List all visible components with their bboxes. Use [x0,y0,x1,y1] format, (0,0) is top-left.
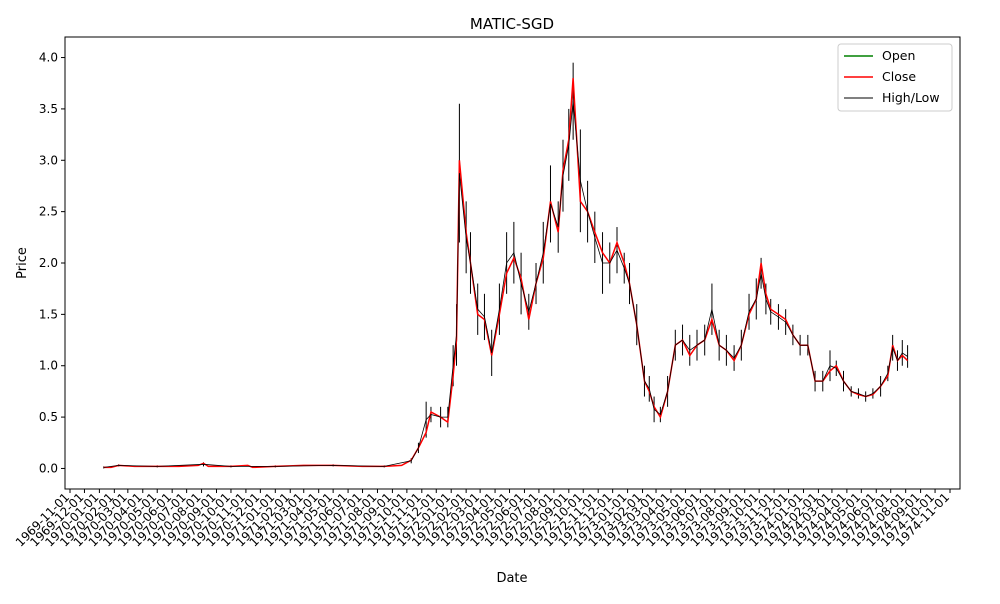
legend-label: Close [882,69,916,84]
y-tick-label: 1.5 [39,307,58,321]
y-tick-label: 0.5 [39,410,58,424]
legend: Open Close High/Low [837,43,953,112]
chart-title: MATIC-SGD [470,15,554,33]
plot-frame [64,36,961,490]
series-layer [103,62,909,469]
x-axis-label: Date [496,571,527,586]
y-tick-label: 4.0 [39,51,58,65]
y-tick-label: 0.0 [39,461,58,475]
y-tick-label: 2.0 [39,256,58,270]
y-tick-label: 2.5 [39,205,58,219]
legend-label: High/Low [882,90,940,105]
y-tick-label: 3.5 [39,102,58,116]
legend-box [837,43,953,112]
x-axis: 1969-11-011969-12-011970-01-011970-02-01… [13,489,952,549]
y-tick-label: 3.0 [39,153,58,167]
legend-label: Open [882,48,915,63]
plot-area [64,36,961,490]
y-axis: 0.0 0.5 1.0 1.5 2.0 2.5 3.0 3.5 4.0 [39,51,65,475]
high-low-trace [103,101,908,468]
y-axis-label: Price [15,247,30,279]
y-tick-label: 1.0 [39,359,58,373]
